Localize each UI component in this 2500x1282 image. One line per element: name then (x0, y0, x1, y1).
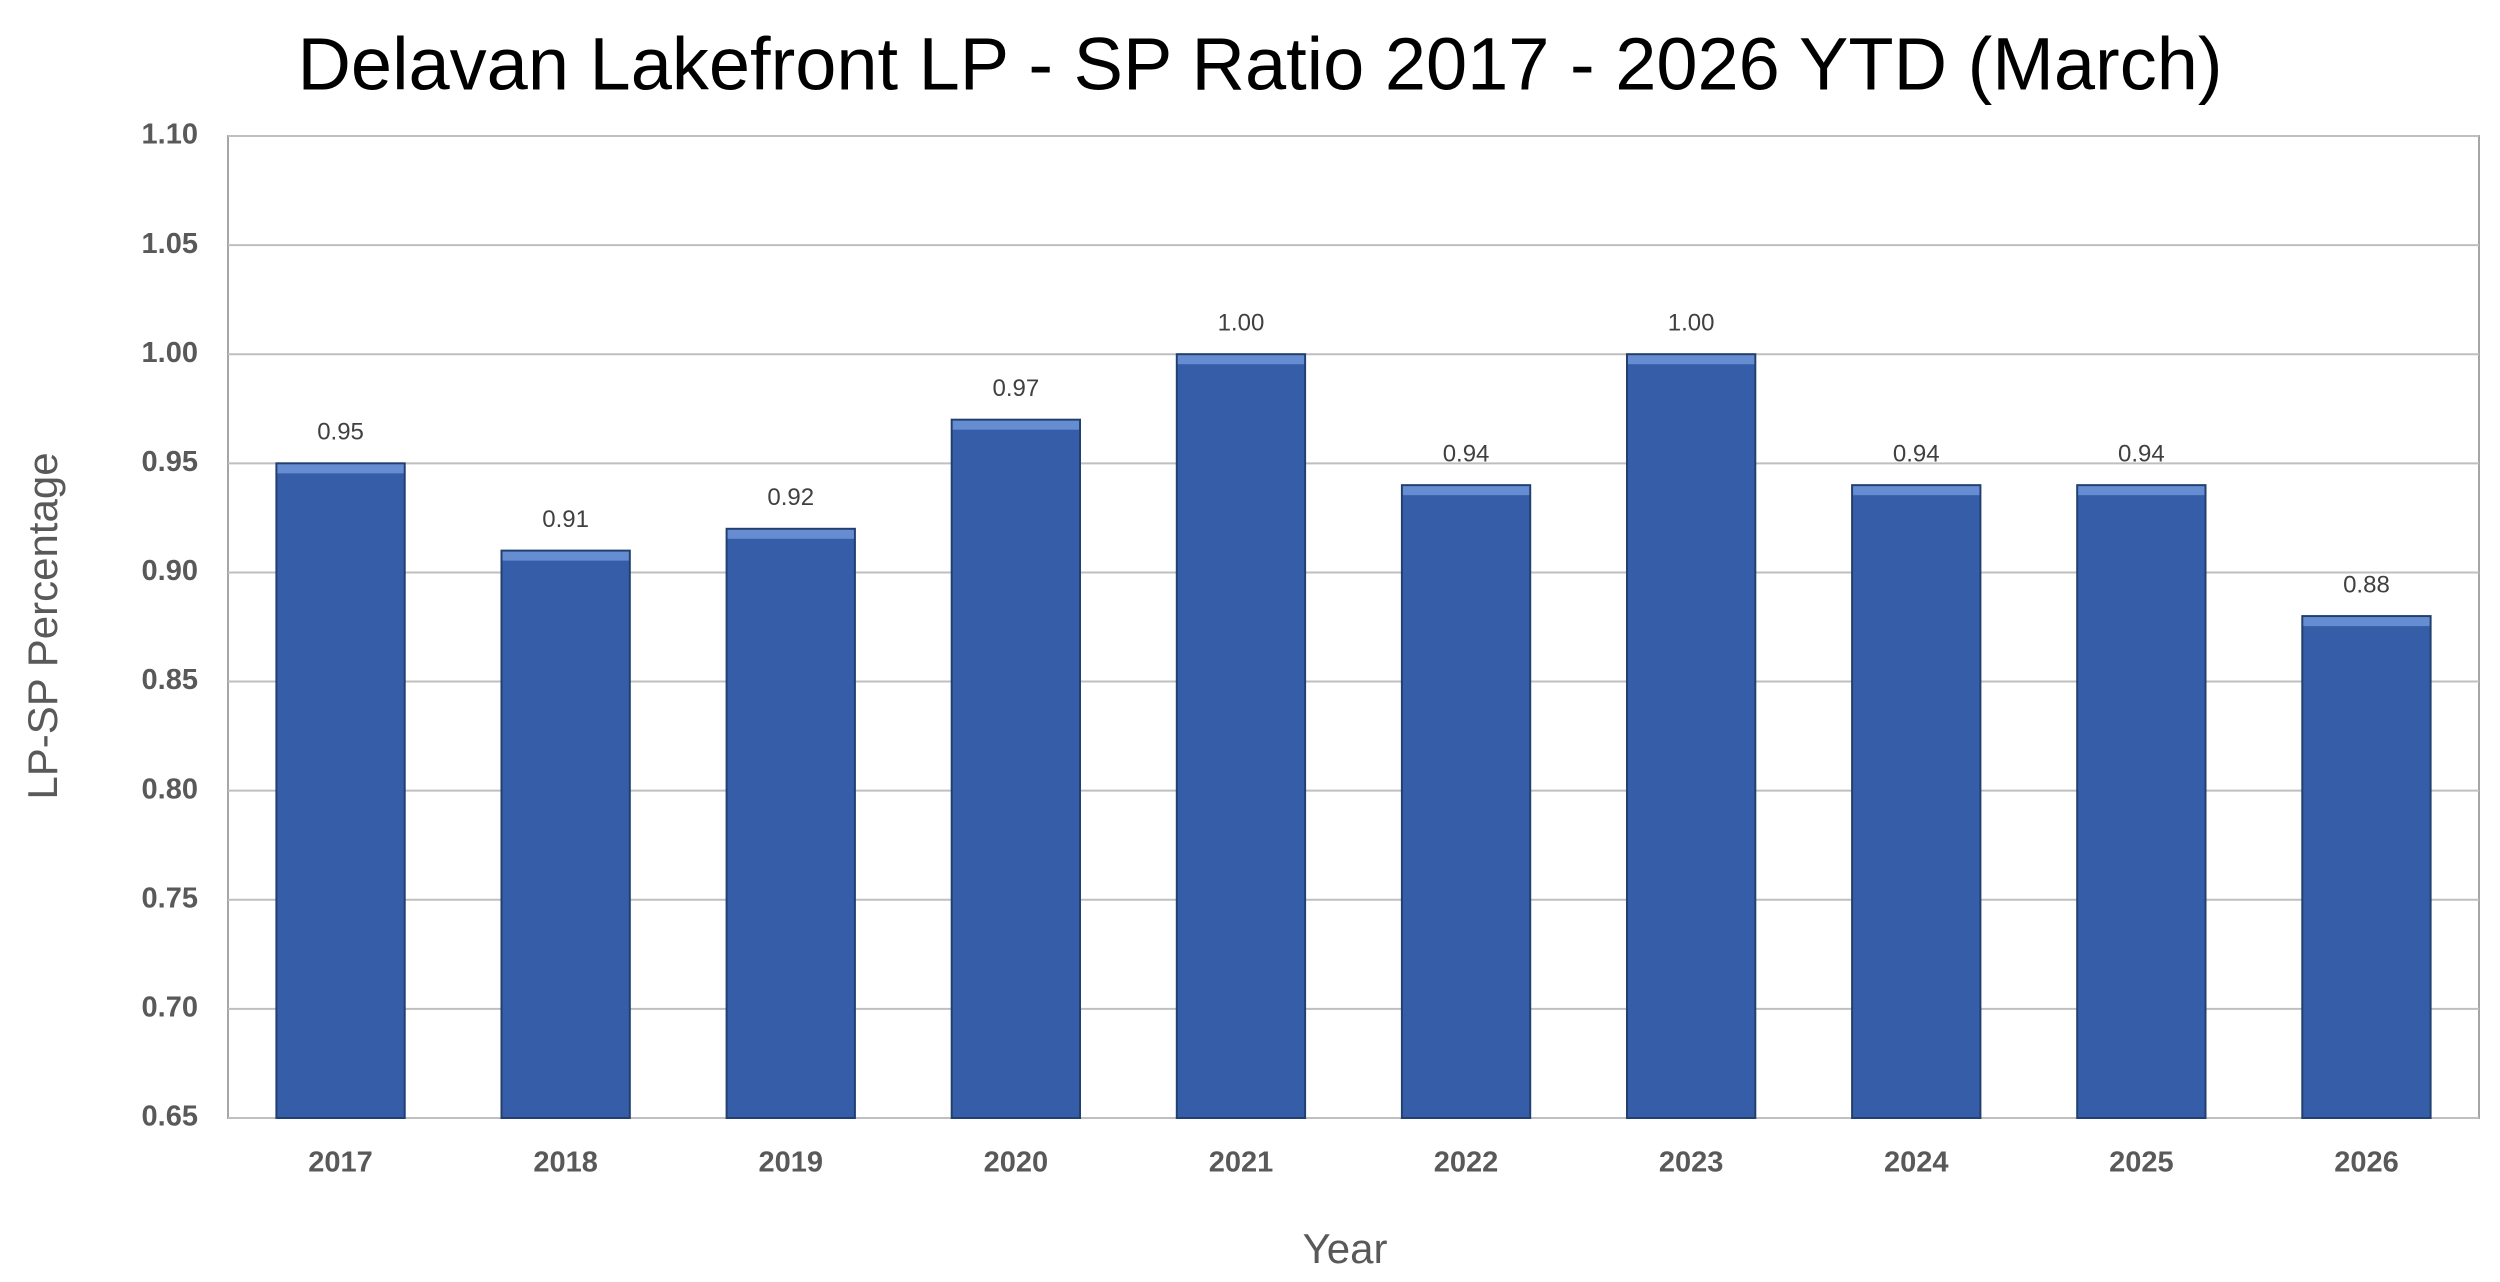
x-tick-label: 2023 (1659, 1147, 1724, 1179)
y-tick-label: 0.75 (142, 882, 198, 914)
y-tick-label: 1.10 (142, 119, 198, 151)
bar-cap (277, 464, 404, 474)
value-label: 1.00 (1668, 310, 1715, 337)
value-label: 0.88 (2343, 571, 2390, 598)
bar (1625, 353, 1757, 1119)
bar (500, 549, 631, 1119)
y-tick-label: 0.65 (142, 1101, 198, 1133)
bar-cap (2078, 486, 2205, 496)
bar-cap (1627, 355, 1755, 365)
y-tick-label: 0.85 (142, 664, 198, 696)
value-label: 0.94 (1443, 440, 1490, 467)
x-tick-label: 2018 (533, 1147, 598, 1179)
y-tick-label: 0.70 (142, 992, 198, 1024)
x-axis-label: Year (1303, 1225, 1388, 1272)
value-label: 0.92 (767, 484, 814, 511)
x-tick-label: 2024 (1884, 1147, 1949, 1179)
bar-cap (1853, 486, 1980, 496)
value-label: 0.95 (317, 419, 364, 446)
x-tick-label: 2020 (984, 1147, 1049, 1179)
value-label: 0.91 (542, 506, 589, 533)
y-tick-label: 1.00 (142, 337, 198, 369)
x-tick-label: 2021 (1209, 1147, 1274, 1179)
bar-cap (727, 529, 854, 539)
y-tick-label: 1.05 (142, 228, 198, 260)
bar-cap (952, 420, 1080, 430)
x-tick-label: 2019 (758, 1147, 823, 1179)
bar-cap (1177, 355, 1305, 365)
bar (1851, 484, 1982, 1119)
bar (2301, 615, 2432, 1119)
bar-cap (502, 551, 629, 561)
y-axis-label: LP-SP Percentage (19, 452, 66, 799)
x-tick-label: 2017 (308, 1147, 373, 1179)
bar (1400, 484, 1532, 1119)
x-tick-label: 2025 (2109, 1147, 2174, 1179)
bar (1175, 353, 1307, 1119)
bar-cap (1402, 486, 1530, 496)
bar (725, 527, 856, 1119)
bar-cap (2303, 617, 2430, 627)
chart-title: Delavan Lakefront LP - SP Ratio 2017 - 2… (297, 23, 2222, 106)
value-label: 0.94 (1893, 440, 1940, 467)
x-tick-label: 2026 (2334, 1147, 2399, 1179)
value-label: 0.94 (2118, 440, 2165, 467)
value-label: 0.97 (992, 375, 1039, 402)
y-tick-label: 0.95 (142, 446, 198, 478)
bar (2076, 484, 2207, 1119)
y-tick-label: 0.80 (142, 773, 198, 805)
value-label: 1.00 (1218, 310, 1265, 337)
y-tick-label: 0.90 (142, 555, 198, 587)
bar (950, 418, 1082, 1119)
bar (275, 462, 406, 1120)
x-tick-label: 2022 (1434, 1147, 1499, 1179)
